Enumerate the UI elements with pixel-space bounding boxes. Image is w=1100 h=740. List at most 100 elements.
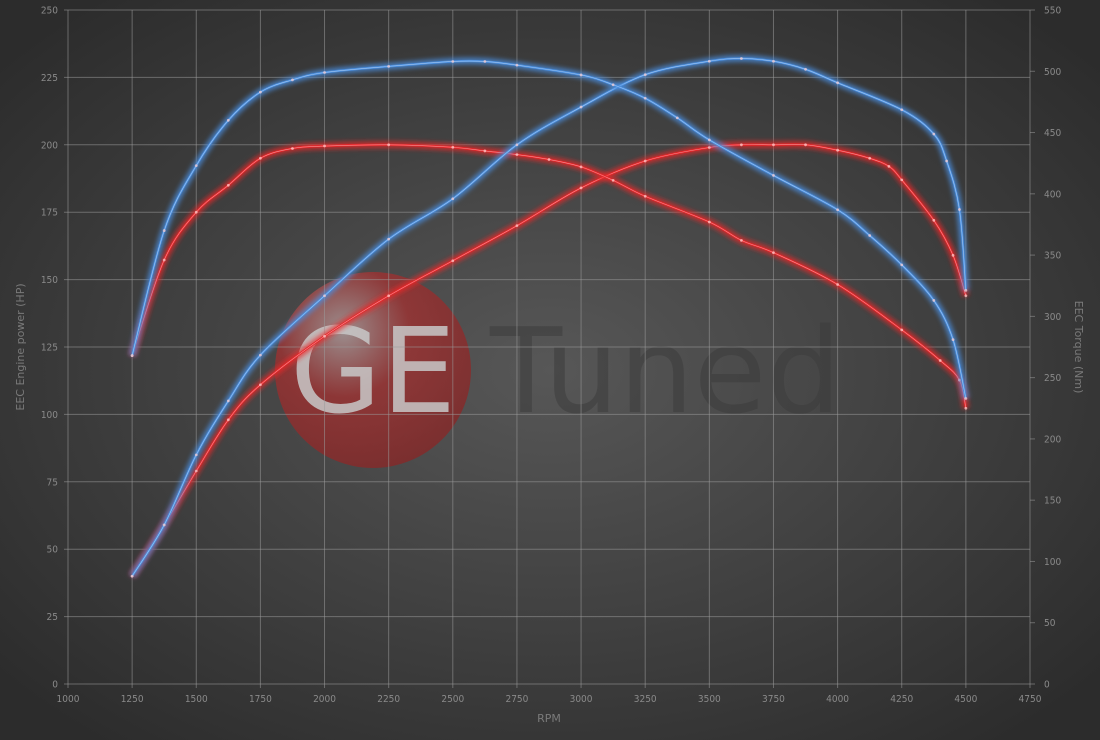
data-point [643, 73, 647, 77]
x-tick-label: 1750 [249, 694, 272, 705]
y-left-tick-label: 0 [52, 680, 58, 691]
data-point [951, 338, 955, 342]
data-point [643, 159, 647, 163]
data-point [387, 64, 391, 68]
watermark-logo: GE Tuned [275, 272, 841, 468]
series-lines [128, 55, 970, 579]
data-point [707, 59, 711, 63]
x-tick-label: 2750 [505, 694, 528, 705]
data-point [194, 453, 198, 457]
data-point [515, 143, 519, 147]
series-highlight [131, 60, 967, 399]
y-right-tick-label: 450 [1044, 128, 1061, 139]
x-tick-label: 3750 [762, 694, 785, 705]
data-point [707, 138, 711, 142]
data-point [259, 383, 262, 387]
y-axis-right-label: EEC Torque (Nm) [1072, 301, 1085, 394]
y-right-tick-label: 50 [1044, 618, 1056, 629]
data-point [643, 194, 647, 198]
data-point [900, 108, 904, 112]
data-point [579, 186, 583, 190]
y-right-tick-label: 400 [1044, 189, 1061, 200]
data-point [194, 469, 198, 473]
data-point [964, 397, 968, 400]
data-point [740, 143, 743, 147]
data-point [900, 328, 904, 332]
y-left-tick-label: 150 [41, 275, 58, 286]
y-left-tick-label: 100 [41, 410, 58, 421]
y-right-tick-label: 100 [1044, 557, 1061, 568]
y-left-tick-label: 225 [41, 73, 58, 84]
data-point [707, 146, 711, 149]
data-point [945, 159, 949, 163]
svg-text:GE: GE [290, 302, 456, 440]
data-point [162, 258, 166, 262]
data-point [130, 354, 134, 357]
data-point [323, 294, 326, 298]
data-point [162, 229, 166, 232]
data-point [323, 144, 326, 148]
data-point [964, 406, 968, 410]
series-power-blue [129, 55, 970, 579]
x-tick-label: 1000 [57, 694, 80, 705]
data-point [836, 148, 839, 152]
y-right-tick-label: 0 [1044, 680, 1050, 691]
data-point [951, 253, 955, 257]
x-axis-label: RPM [537, 712, 561, 725]
series-torque-blue [128, 57, 970, 400]
data-point [932, 132, 936, 136]
y-left-tick-label: 25 [47, 612, 58, 623]
y-right-tick-label: 150 [1044, 496, 1061, 507]
x-tick-label: 1250 [121, 694, 144, 705]
data-point [515, 63, 519, 67]
data-point [887, 164, 891, 168]
data-point [387, 294, 391, 298]
y-left-tick-label: 200 [41, 140, 58, 151]
data-point [162, 523, 166, 527]
y-axis-left-label: EEC Engine power (HP) [14, 283, 27, 410]
grid [64, 9, 1035, 688]
y-right-tick-label: 500 [1044, 67, 1061, 78]
data-point [772, 143, 775, 147]
data-point [323, 71, 326, 74]
series-highlight [131, 144, 967, 577]
data-point [740, 57, 743, 60]
data-point [323, 334, 326, 338]
data-point [483, 60, 487, 63]
series-highlight [131, 58, 967, 577]
y-right-tick-label: 200 [1044, 434, 1061, 445]
data-point [579, 165, 583, 169]
data-point [259, 156, 262, 160]
data-point [579, 73, 583, 77]
data-point [675, 116, 679, 120]
data-point [130, 574, 134, 578]
tick-labels: 1000 1250 1500 1750 2000 2250 2500 2750 3000 3250… [41, 6, 1062, 706]
x-tick-label: 2500 [441, 694, 464, 705]
x-tick-label: 3000 [570, 694, 593, 705]
y-right-tick-label: 550 [1044, 6, 1061, 17]
data-point [611, 83, 615, 87]
x-tick-label: 2000 [313, 694, 336, 705]
data-point [259, 353, 262, 357]
data-point [387, 237, 391, 241]
y-left-tick-label: 75 [47, 477, 58, 488]
x-tick-label: 3250 [634, 694, 657, 705]
data-point [611, 178, 615, 182]
data-point [547, 158, 551, 161]
x-tick-label: 4750 [1019, 694, 1042, 705]
y-left-tick-label: 175 [41, 208, 58, 219]
data-point [259, 90, 262, 94]
y-left-tick-label: 50 [47, 545, 59, 556]
data-point [900, 263, 904, 267]
data-point [226, 418, 230, 422]
y-left-tick-label: 125 [41, 343, 58, 354]
x-tick-label: 4500 [954, 694, 977, 705]
data-point [451, 145, 455, 149]
svg-text:Tuned: Tuned [489, 302, 841, 440]
x-tick-label: 3500 [698, 694, 721, 705]
data-point [451, 60, 455, 63]
data-point [804, 67, 807, 71]
data-point [291, 147, 294, 150]
series-torque-red [128, 141, 970, 410]
data-point [451, 197, 455, 201]
